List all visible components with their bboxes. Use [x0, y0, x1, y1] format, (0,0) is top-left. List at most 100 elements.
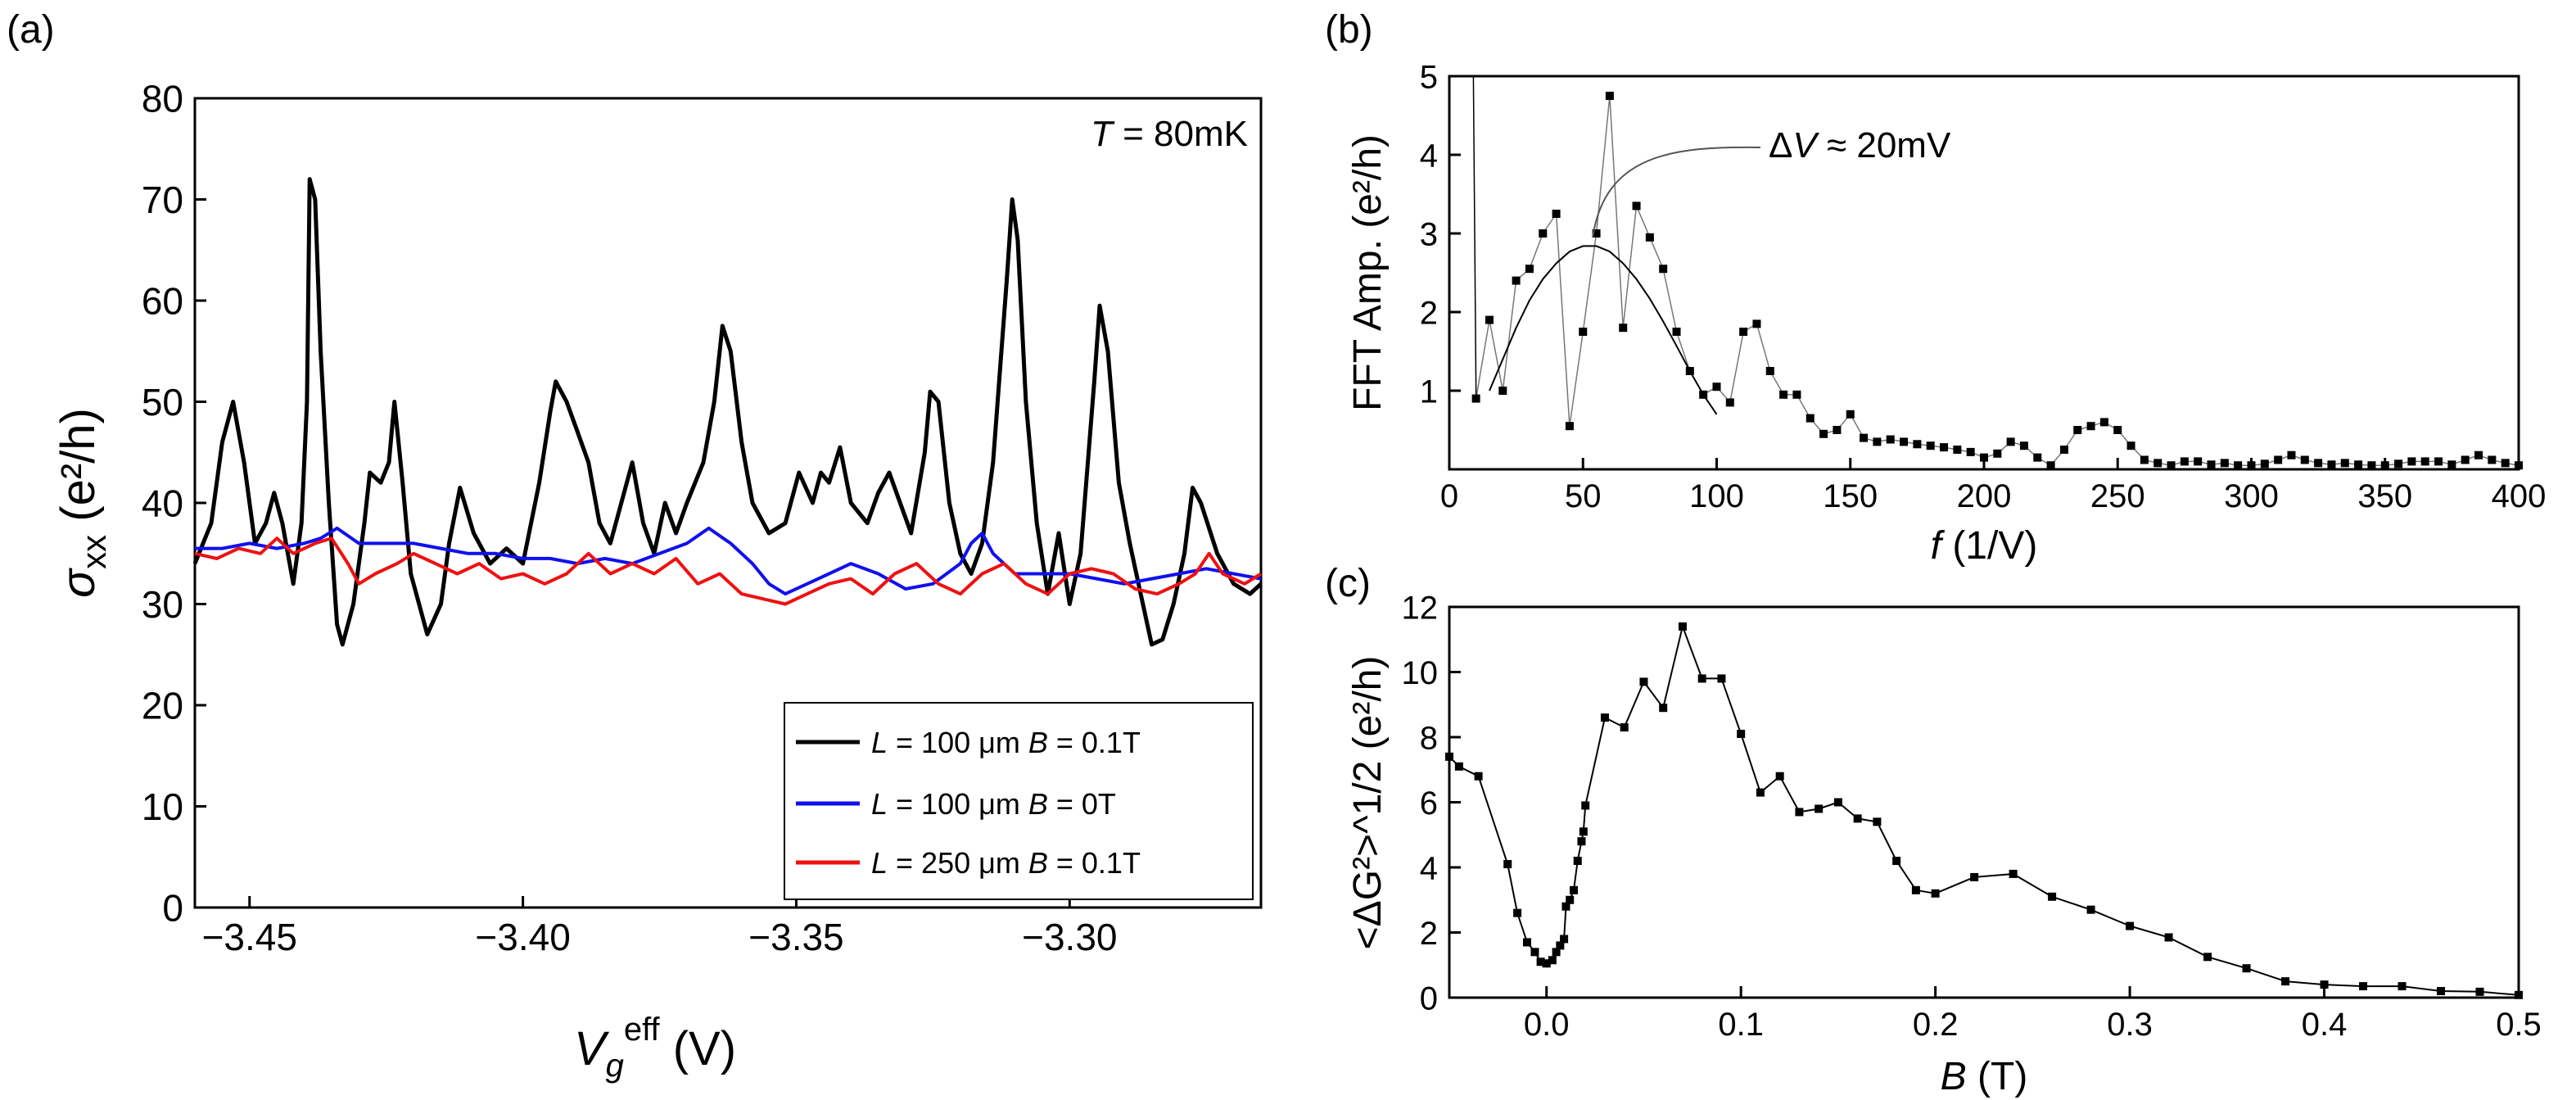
panel-c-ytick-label: 12: [1402, 590, 1439, 626]
panel-b-data-point: [2380, 461, 2389, 470]
panel-c-series-0-line: [1448, 625, 2520, 996]
panel-b-xtick-label: 400: [2492, 478, 2547, 514]
panel-b-data-point: [1725, 398, 1734, 407]
panel-c-data-point: [1474, 772, 1483, 781]
legend-label-blue: L = 100 μm B = 0T: [871, 787, 1116, 821]
panel-a-ytick-label: 0: [162, 887, 183, 930]
panel-b-data-point: [1632, 201, 1641, 210]
panel-b-data-point: [2126, 441, 2135, 450]
panel-c-data-point: [1853, 814, 1862, 823]
panel-c-data-point: [1833, 798, 1842, 807]
panel-b-data-point: [1605, 92, 1614, 100]
panel-c-ytick-label: 6: [1420, 785, 1438, 822]
panel-c-data-point: [1560, 935, 1569, 944]
panel-a-xtick-label: −3.45: [202, 916, 297, 958]
panel-c-xtick-label: 0.0: [1524, 1007, 1570, 1043]
panel-c-ytick-label: 0: [1420, 980, 1438, 1016]
panel-c-data-point: [2164, 933, 2173, 942]
panel-c-data-point: [1556, 941, 1565, 950]
panel-b-data-point: [2461, 455, 2470, 464]
panel-b-data-point: [1792, 390, 1801, 399]
panel-c-data-point: [1569, 885, 1578, 894]
panel-b-data-point: [1953, 446, 1962, 454]
panel-c-data-point: [1577, 837, 1586, 846]
panel-c-xtick-label: 0.3: [2107, 1007, 2153, 1043]
panel-b-data-point: [2220, 459, 2229, 468]
panel-b-data-point: [1819, 429, 1828, 438]
panel-b-ytick-label: 4: [1420, 138, 1438, 174]
panel-c-ytick-label: 2: [1420, 916, 1438, 952]
panel-c-data-point: [2475, 987, 2484, 996]
panel-b-data-point: [2394, 459, 2403, 469]
panel-b-data-point: [2287, 450, 2296, 459]
panel-a-legend: L = 100 μm B = 0.1T L = 100 μm B = 0T L …: [784, 702, 1254, 900]
panel-c-data-point: [1542, 959, 1551, 968]
panel-b-data-point: [1940, 443, 1949, 452]
panel-c-data-point: [1513, 908, 1522, 917]
panel-b-data-point: [2340, 459, 2349, 468]
panel-c-data-point: [2359, 982, 2368, 991]
panel-c-ytick-label: 10: [1402, 655, 1439, 691]
panel-b-data-point: [2059, 446, 2068, 454]
panel-a: (a) −3.45 −3.40 −3.35 −3.30 0 10 20 30 40 50 60 70 8…: [7, 8, 1263, 1084]
panel-c-data-point: [2242, 964, 2251, 973]
panel-b-xtick-label: 350: [2357, 478, 2412, 514]
panel-b-data-point: [2247, 461, 2256, 470]
panel-b-series: [1471, 75, 2523, 470]
panel-b-data-point: [2434, 457, 2443, 466]
panel-a-ytick-label: 20: [142, 685, 183, 727]
panel-b-data-point: [1659, 265, 1668, 274]
panel-a-ytick-label: 40: [142, 482, 183, 525]
panel-a-ytick-label: 70: [142, 179, 183, 221]
panel-a-ytick-label: 30: [142, 583, 183, 626]
panel-b-data-point: [2474, 450, 2483, 459]
panel-c-data-point: [1536, 957, 1545, 966]
panel-a-xtick-label: −3.35: [748, 916, 843, 958]
panel-a-xlabel: Vgeff (V): [574, 1012, 736, 1084]
panel-b-data-point: [1712, 383, 1721, 392]
panel-a-ytick-label: 60: [142, 280, 183, 323]
panel-c-data-point: [1892, 857, 1901, 866]
panel-c-data-point: [1566, 895, 1575, 904]
panel-b-data-point: [1886, 435, 1895, 444]
panel-c-data-point: [2515, 990, 2523, 999]
panel-a-ylabel: σxx (e²/h): [52, 408, 113, 598]
panel-b-data-point: [1980, 453, 1988, 462]
panel-b-data-point: [1565, 422, 1574, 431]
panel-c-data-point: [1697, 674, 1706, 683]
panel-b-ylabel: FFT Amp. (e²/h): [1346, 134, 1390, 411]
panel-c-xtick-label: 0.1: [1718, 1007, 1764, 1043]
panel-b-ytick-label: 2: [1420, 295, 1438, 331]
panel-b-series-2-line: [1472, 75, 1477, 399]
panel-a-xtick-label: −3.40: [475, 916, 570, 958]
panel-c-data-point: [2281, 977, 2290, 986]
panel-c-data-point: [1530, 948, 1539, 957]
panel-b-xlabel: f (1/V): [1931, 524, 2038, 568]
panel-b-data-point: [2167, 461, 2176, 470]
panel-c-data-point: [2320, 980, 2329, 989]
panel-b-data-point: [1485, 315, 1494, 324]
panel-b-data-point: [2113, 426, 2122, 434]
panel-a-ytick-label: 10: [142, 785, 183, 828]
panel-b-data-point: [1498, 387, 1507, 395]
panel-b-data-point: [2194, 457, 2203, 466]
panel-b-annotation-pointer: [1592, 146, 1761, 238]
panel-b-xtick-label: 0: [1440, 478, 1458, 514]
panel-b-data-point: [2073, 426, 2082, 434]
legend-label-black: L = 100 μm B = 0.1T: [871, 726, 1141, 759]
legend-box: [784, 702, 1254, 900]
panel-c-ytick-label: 4: [1420, 850, 1438, 886]
panel-c-data-point: [1873, 817, 1882, 826]
panel-c-data-point: [1814, 804, 1824, 813]
panel-c-data-point: [1911, 885, 1920, 894]
panel-a-label: (a): [7, 8, 55, 52]
panel-a-temperature: T = 80mK: [1091, 114, 1248, 154]
panel-a-ytick-label: 50: [142, 381, 183, 423]
panel-b-data-point: [1900, 437, 1909, 446]
panel-b-data-point: [1672, 328, 1681, 336]
panel-c-data-point: [1756, 788, 1765, 797]
panel-c-data-point: [1503, 860, 1512, 869]
panel-c-frame: [1448, 605, 2520, 999]
panel-b-data-point: [2274, 455, 2283, 464]
panel-c-ytick-label: 8: [1420, 720, 1438, 756]
